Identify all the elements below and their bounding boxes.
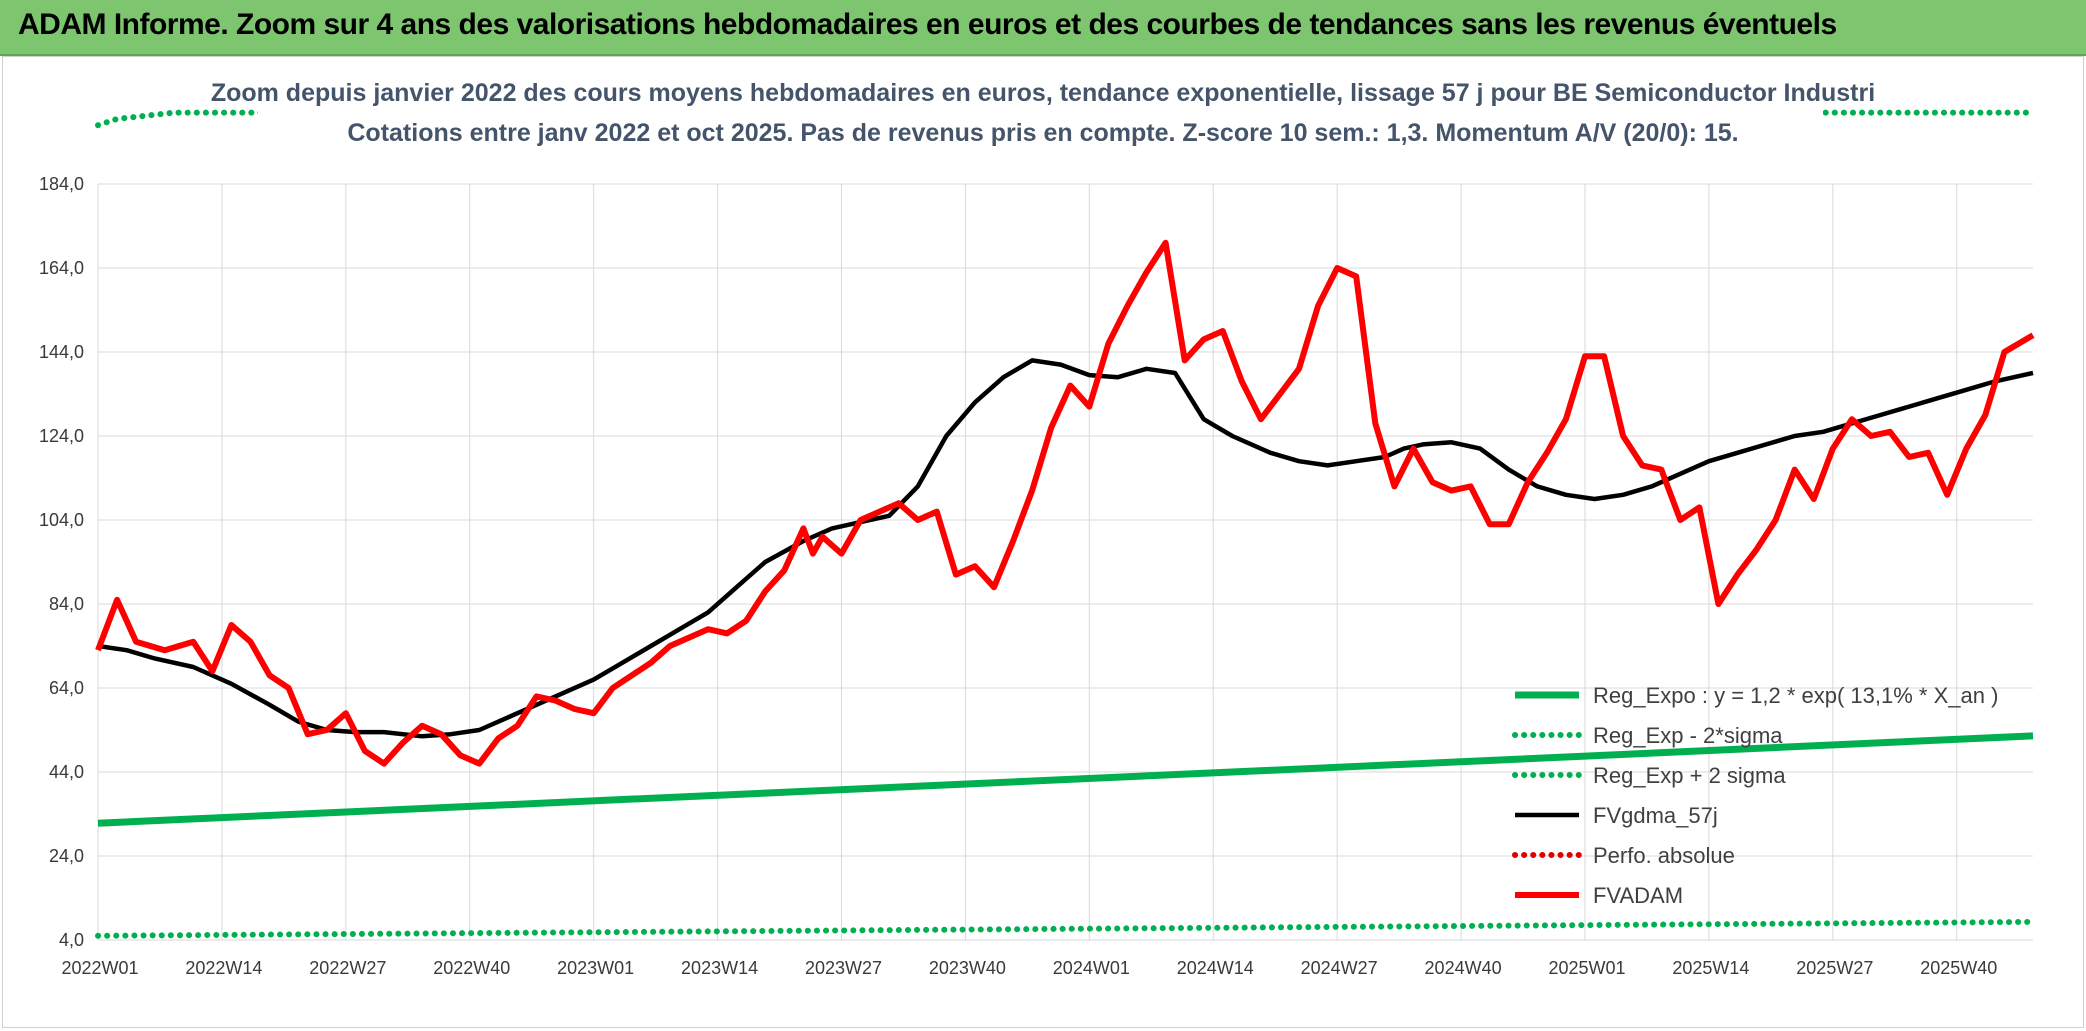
legend-label-4: Perfo. absolue <box>1593 843 1735 868</box>
legend-label-0: Reg_Expo : y = 1,2 * exp( 13,1% * X_an ) <box>1593 683 1998 708</box>
legend-label-1: Reg_Exp - 2*sigma <box>1593 723 1783 748</box>
chart-frame: 4,0 24,0 44,0 64,0 84,0 104,0 124,0 144,0 164,0 1… <box>2 56 2084 1028</box>
legend-label-2: Reg_Exp + 2 sigma <box>1593 763 1786 788</box>
y-tick-label: 4,0 <box>59 930 84 950</box>
series-line-1 <box>95 918 2036 939</box>
y-tick-label: 84,0 <box>49 594 84 614</box>
chart-svg: 4,0 24,0 44,0 64,0 84,0 104,0 124,0 144,0 164,0 1… <box>39 57 2036 978</box>
y-tick-label: 44,0 <box>49 762 84 782</box>
y-tick-label: 104,0 <box>39 510 84 530</box>
x-tick-label: 2022W01 <box>61 958 138 978</box>
x-tick-label: 2023W27 <box>805 958 882 978</box>
x-tick-label: 2025W40 <box>1920 958 1997 978</box>
x-tick-label: 2023W01 <box>557 958 634 978</box>
series-lines <box>95 57 2036 939</box>
x-tick-label: 2024W01 <box>1053 958 1130 978</box>
report-header: ADAM Informe. Zoom sur 4 ans des valoris… <box>0 0 2086 56</box>
series-line-5 <box>95 239 2035 767</box>
x-tick-label: 2024W14 <box>1177 958 1254 978</box>
x-tick-label: 2022W40 <box>433 958 510 978</box>
x-tick-label: 2024W27 <box>1301 958 1378 978</box>
legend-label-3: FVgdma_57j <box>1593 803 1718 828</box>
y-tick-label: 124,0 <box>39 426 84 446</box>
y-tick-label: 164,0 <box>39 258 84 278</box>
y-tick-label: 144,0 <box>39 342 84 362</box>
series-line-3 <box>97 358 2034 739</box>
y-axis-ticks: 4,0 24,0 44,0 64,0 84,0 104,0 124,0 144,0 164,0 1… <box>39 174 84 950</box>
x-tick-label: 2023W40 <box>929 958 1006 978</box>
grid <box>97 183 2033 941</box>
x-tick-label: 2022W27 <box>309 958 386 978</box>
x-tick-label: 2023W14 <box>681 958 758 978</box>
x-tick-label: 2022W14 <box>185 958 262 978</box>
x-tick-label: 2024W40 <box>1425 958 1502 978</box>
legend: Reg_Expo : y = 1,2 * exp( 13,1% * X_an )… <box>1512 683 1998 908</box>
title-backdrop <box>258 57 1823 169</box>
x-tick-label: 2025W01 <box>1548 958 1625 978</box>
y-tick-label: 184,0 <box>39 174 84 194</box>
legend-label-5: FVADAM <box>1593 883 1683 908</box>
series-line-0 <box>97 732 2034 827</box>
y-tick-label: 64,0 <box>49 678 84 698</box>
chart-subtitle: Cotations entre janv 2022 et oct 2025. P… <box>347 119 1738 147</box>
y-tick-label: 24,0 <box>49 846 84 866</box>
series-line-2 <box>95 109 2036 129</box>
x-tick-label: 2025W14 <box>1672 958 1749 978</box>
chart-title: Zoom depuis janvier 2022 des cours moyen… <box>211 79 1875 107</box>
x-axis-ticks: 2022W01 2022W14 2022W27 2022W40 2023W01 2023W… <box>61 958 1997 978</box>
x-tick-label: 2025W27 <box>1796 958 1873 978</box>
report-title: ADAM Informe. Zoom sur 4 ans des valoris… <box>18 8 1837 41</box>
